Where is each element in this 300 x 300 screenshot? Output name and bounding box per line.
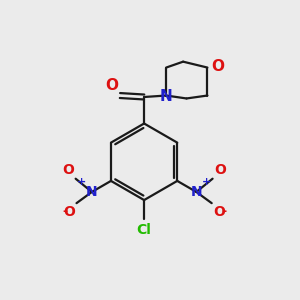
Text: N: N	[86, 185, 98, 199]
Text: O: O	[62, 163, 74, 177]
Text: -: -	[221, 205, 226, 218]
Text: O: O	[211, 58, 224, 74]
Text: O: O	[106, 78, 118, 93]
Text: N: N	[160, 88, 172, 104]
Text: O: O	[213, 205, 225, 219]
Text: O: O	[63, 205, 75, 219]
Text: +: +	[77, 177, 86, 187]
Text: -: -	[62, 205, 67, 218]
Text: Cl: Cl	[137, 223, 152, 237]
Text: +: +	[202, 177, 211, 187]
Text: N: N	[190, 185, 202, 199]
Text: O: O	[214, 163, 226, 177]
